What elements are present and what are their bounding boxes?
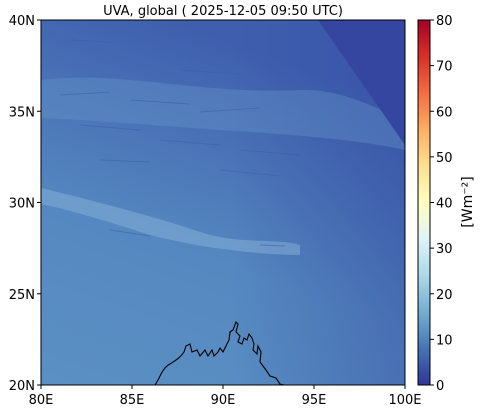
x-tick-label: 90E (211, 393, 236, 408)
y-tick-label: 40N (9, 14, 35, 29)
colorbar-tick-label: 0 (436, 379, 444, 394)
y-tick-label: 30N (9, 197, 35, 212)
map-title: UVA, global ( 2025-12-05 09:50 UTC) (103, 4, 343, 19)
colorbar (417, 19, 431, 386)
colorbar-tick-label: 30 (436, 242, 453, 257)
colorbar-tick-label: 50 (436, 151, 453, 166)
colorbar-tick-label: 40 (436, 197, 453, 212)
coastline (154, 321, 285, 385)
x-tick-label: 85E (120, 393, 145, 408)
colorbar-tick-label: 10 (436, 333, 453, 348)
x-tick-label: 80E (29, 393, 54, 408)
colorbar-tick-label: 20 (436, 288, 453, 303)
scan-edge-wedge (318, 20, 405, 145)
y-tick-label: 20N (9, 379, 35, 394)
x-tick-label: 100E (388, 393, 421, 408)
x-axis: 80E 85E 90E 95E 100E (29, 385, 422, 408)
colorbar-tick-label: 80 (436, 14, 453, 29)
colorbar-label: [Wm⁻²] (460, 176, 476, 227)
bright-band-upper (41, 77, 405, 150)
map-panel (41, 20, 405, 385)
bright-band-lower (41, 188, 300, 255)
y-tick-label: 25N (9, 288, 35, 303)
x-tick-label: 95E (302, 393, 327, 408)
colorbar-ticks: 0 10 20 30 40 50 60 70 80 (430, 14, 453, 394)
y-tick-label: 35N (9, 105, 35, 120)
colorbar-tick-label: 70 (436, 60, 453, 75)
speckle-texture (59, 39, 301, 247)
y-axis: 20N 25N 30N 35N 40N (9, 14, 41, 394)
colorbar-tick-label: 60 (436, 105, 453, 120)
